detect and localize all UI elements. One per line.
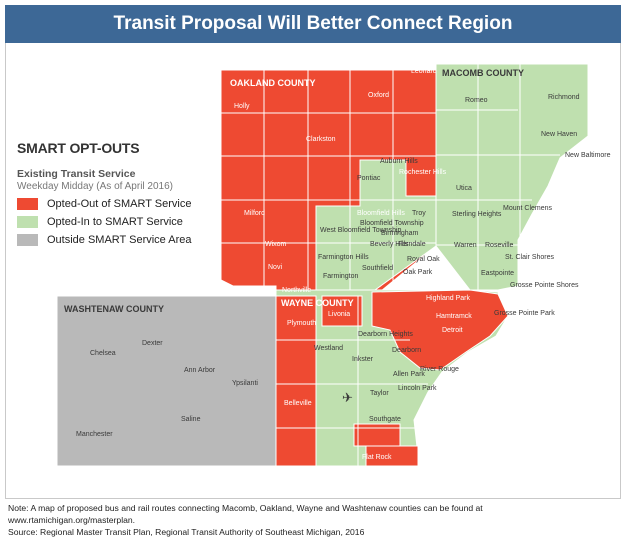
- legend-title: SMART OPT-OUTS: [17, 140, 140, 156]
- place-label: Inkster: [352, 356, 374, 363]
- place-label: Oxford: [368, 92, 389, 99]
- flat-rock-opted-out: [365, 445, 419, 467]
- place-label: Grosse Pointe Park: [494, 310, 555, 317]
- place-label: Belleville: [284, 400, 312, 407]
- place-label: Mount Clemens: [503, 205, 553, 212]
- place-label: Dexter: [142, 340, 163, 347]
- place-label: Ann Arbor: [184, 367, 216, 374]
- place-label: Novi: [268, 264, 282, 271]
- place-label: Livonia: [328, 311, 350, 318]
- map-title: Transit Proposal Will Better Connect Reg…: [5, 5, 621, 43]
- place-label: New Baltimore: [565, 152, 611, 159]
- place-label: Dearborn Heights: [358, 331, 413, 338]
- place-label: Detroit: [442, 327, 463, 334]
- place-label: Eastpointe: [481, 270, 514, 277]
- place-label: Bloomfield Township: [360, 220, 424, 227]
- place-label: Grosse Pointe Shores: [510, 282, 579, 289]
- map-frame: [5, 43, 621, 499]
- legend-label: Opted-Out of SMART Service: [47, 198, 192, 210]
- place-label: New Haven: [541, 131, 577, 138]
- place-label: Allen Park: [393, 371, 425, 378]
- place-label: Leonard: [411, 68, 437, 75]
- legend-swatch-opted-in: [17, 216, 38, 228]
- place-label: Lincoln Park: [398, 385, 437, 392]
- airport-icon: ✈: [342, 390, 353, 405]
- legend-item-opted-in: Opted-In to SMART Service: [17, 216, 247, 228]
- place-label: Farmington: [323, 273, 359, 280]
- place-label: Royal Oak: [407, 256, 440, 263]
- note-line: Note: A map of proposed bus and rail rou…: [8, 503, 483, 513]
- place-label: Oak Park: [403, 269, 433, 276]
- place-label: Milford: [244, 210, 265, 217]
- oakland-county-label: OAKLAND COUNTY: [230, 78, 316, 88]
- place-label: Troy: [412, 210, 426, 217]
- place-label: Highland Park: [426, 295, 470, 302]
- legend-swatch-opted-out: [17, 198, 38, 210]
- place-label: Northville: [282, 287, 311, 294]
- legend: SMART OPT-OUTS Existing Transit Service …: [17, 140, 247, 246]
- note-url: www.rtamichigan.org/masterplan.: [8, 515, 136, 525]
- legend-item-outside: Outside SMART Service Area: [17, 234, 247, 246]
- detroit-opted-out: [371, 289, 509, 371]
- place-label: Farmington Hills: [318, 254, 369, 261]
- notes: Note: A map of proposed bus and rail rou…: [8, 502, 620, 538]
- place-label: St. Clair Shores: [505, 254, 555, 261]
- place-label: Clarkston: [306, 136, 336, 143]
- township-grid: [221, 64, 560, 466]
- place-label: Hamtramck: [436, 313, 472, 320]
- livonia-opted-out: [321, 295, 363, 327]
- place-label: Westland: [314, 345, 343, 352]
- legend-subtitle-date: Weekday Midday (As of April 2016): [17, 181, 174, 192]
- washtenaw-county-label: WASHTENAW COUNTY: [64, 304, 164, 314]
- wayne-county-label: WAYNE COUNTY: [281, 298, 354, 308]
- place-label: Richmond: [548, 94, 580, 101]
- place-label: Holly: [234, 103, 250, 110]
- place-label: Birmingham: [381, 230, 419, 237]
- place-label: West Bloomfield Township: [320, 227, 402, 234]
- place-label: Wixom: [265, 241, 287, 248]
- place-label: Beverly Hills: [370, 241, 409, 248]
- place-label: Taylor: [370, 390, 389, 397]
- place-label: Ferndale: [398, 241, 426, 248]
- legend-swatch-outside: [17, 234, 38, 246]
- macomb-county-label: MACOMB COUNTY: [442, 68, 524, 78]
- place-label: Utica: [456, 185, 472, 192]
- place-label: Saline: [181, 416, 201, 423]
- place-label: Chelsea: [90, 350, 116, 357]
- place-label: Bloomfield Hills: [357, 210, 405, 217]
- place-label: Manchester: [76, 431, 113, 438]
- place-label: Southfield: [362, 265, 393, 272]
- place-label: Plymouth: [287, 320, 316, 327]
- southgate-opted-out: [353, 423, 401, 447]
- legend-label: Opted-In to SMART Service: [47, 216, 183, 228]
- macomb-county-area: [435, 63, 589, 291]
- place-label: Flat Rock: [362, 454, 392, 461]
- place-label: Dearborn: [392, 347, 421, 354]
- place-label: Warren: [454, 242, 477, 249]
- legend-subtitle: Existing Transit Service: [17, 168, 136, 180]
- legend-item-opted-out: Opted-Out of SMART Service: [17, 198, 247, 210]
- place-label: Ypsilanti: [232, 380, 258, 387]
- place-label: Sterling Heights: [452, 211, 502, 218]
- legend-label: Outside SMART Service Area: [47, 234, 192, 246]
- source-line: Source: Regional Master Transit Plan, Re…: [8, 527, 365, 537]
- place-label: Roseville: [485, 242, 514, 249]
- place-label: River Rouge: [420, 366, 459, 373]
- place-label: Pontiac: [357, 175, 381, 182]
- place-label: Auburn Hills: [380, 158, 418, 165]
- place-label: Rochester Hills: [399, 169, 447, 176]
- place-label: Romeo: [465, 97, 488, 104]
- place-label: Southgate: [369, 416, 401, 423]
